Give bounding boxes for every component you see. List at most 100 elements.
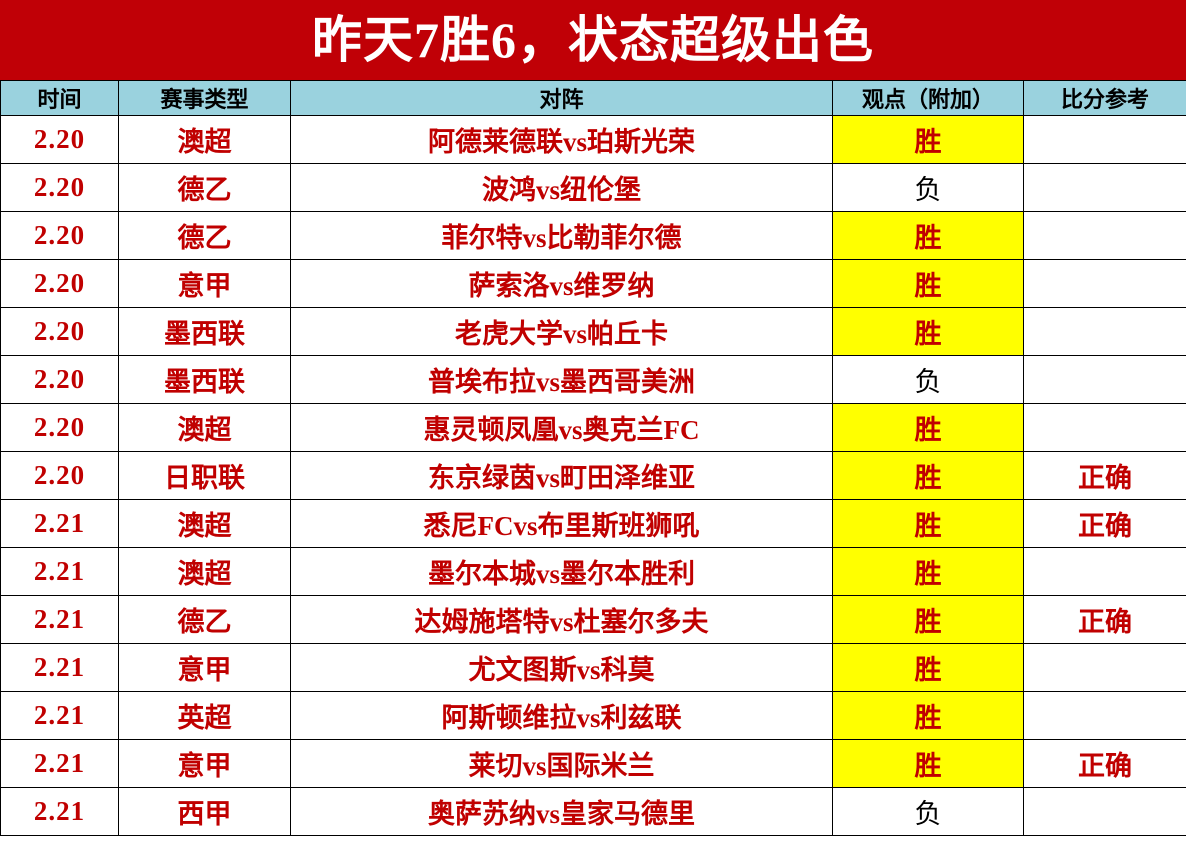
cell-league: 澳超 [118, 499, 291, 548]
cell-time: 2.20 [0, 451, 119, 500]
table-row: 2.21 英超 阿斯顿维拉vs利兹联胜 [0, 691, 1186, 740]
cell-view: 胜 [832, 547, 1024, 596]
cell-time: 2.21 [0, 499, 119, 548]
cell-view: 胜 [832, 499, 1024, 548]
cell-score [1023, 307, 1186, 356]
cell-view: 负 [832, 355, 1024, 404]
table-row: 2.20 意甲 萨索洛vs维罗纳胜 [0, 259, 1186, 308]
title-banner: 昨天7胜6，状态超级出色 [0, 0, 1186, 80]
table-row: 2.20 德乙 波鸿vs纽伦堡负 [0, 163, 1186, 212]
cell-match: 阿斯顿维拉vs利兹联 [290, 691, 833, 740]
cell-score: 正确 [1023, 739, 1186, 788]
cell-time: 2.21 [0, 691, 119, 740]
table-row: 2.21 意甲 莱切vs国际米兰胜正确 [0, 739, 1186, 788]
cell-view: 胜 [832, 451, 1024, 500]
cell-league: 意甲 [118, 259, 291, 308]
cell-score [1023, 163, 1186, 212]
table-row: 2.20 墨西联 普埃布拉vs墨西哥美洲负 [0, 355, 1186, 404]
table-row: 2.20 澳超 惠灵顿凤凰vs奥克兰FC 胜 [0, 403, 1186, 452]
cell-league: 意甲 [118, 643, 291, 692]
column-header-league: 赛事类型 [118, 80, 291, 116]
cell-match: 惠灵顿凤凰vs奥克兰FC [290, 403, 833, 452]
column-header-time: 时间 [0, 80, 119, 116]
cell-view: 胜 [832, 595, 1024, 644]
column-header-match: 对阵 [290, 80, 833, 116]
cell-time: 2.20 [0, 115, 119, 164]
cell-league: 澳超 [118, 115, 291, 164]
table-row: 2.21 澳超 悉尼FCvs布里斯班狮吼胜正确 [0, 499, 1186, 548]
cell-score: 正确 [1023, 451, 1186, 500]
cell-view: 胜 [832, 307, 1024, 356]
column-header-view: 观点（附加） [832, 80, 1024, 116]
cell-view: 负 [832, 787, 1024, 836]
cell-match: 奥萨苏纳vs皇家马德里 [290, 787, 833, 836]
cell-match: 阿德莱德联vs珀斯光荣 [290, 115, 833, 164]
cell-score [1023, 355, 1186, 404]
cell-league: 西甲 [118, 787, 291, 836]
cell-view: 负 [832, 163, 1024, 212]
cell-league: 墨西联 [118, 307, 291, 356]
cell-view: 胜 [832, 643, 1024, 692]
cell-view: 胜 [832, 211, 1024, 260]
cell-time: 2.20 [0, 307, 119, 356]
cell-league: 墨西联 [118, 355, 291, 404]
cell-score [1023, 787, 1186, 836]
cell-match: 悉尼FCvs布里斯班狮吼 [290, 499, 833, 548]
cell-score [1023, 403, 1186, 452]
cell-league: 澳超 [118, 547, 291, 596]
table-header-row: 时间 赛事类型 对阵 观点（附加） 比分参考 [0, 80, 1186, 116]
cell-league: 德乙 [118, 595, 291, 644]
cell-time: 2.21 [0, 643, 119, 692]
table-row: 2.20 墨西联 老虎大学vs帕丘卡胜 [0, 307, 1186, 356]
cell-league: 澳超 [118, 403, 291, 452]
cell-match: 普埃布拉vs墨西哥美洲 [290, 355, 833, 404]
cell-match: 波鸿vs纽伦堡 [290, 163, 833, 212]
cell-view: 胜 [832, 259, 1024, 308]
cell-match: 达姆施塔特vs杜塞尔多夫 [290, 595, 833, 644]
table-row: 2.21 西甲 奥萨苏纳vs皇家马德里负 [0, 787, 1186, 836]
table-row: 2.21 澳超 墨尔本城vs墨尔本胜利胜 [0, 547, 1186, 596]
cell-league: 英超 [118, 691, 291, 740]
cell-score [1023, 211, 1186, 260]
cell-match: 莱切vs国际米兰 [290, 739, 833, 788]
cell-view: 胜 [832, 403, 1024, 452]
cell-league: 德乙 [118, 163, 291, 212]
cell-score: 正确 [1023, 499, 1186, 548]
cell-time: 2.20 [0, 163, 119, 212]
match-predictions-table: 时间 赛事类型 对阵 观点（附加） 比分参考 2.20 澳超 阿德莱德联vs珀斯光荣… [0, 80, 1186, 836]
cell-time: 2.20 [0, 259, 119, 308]
cell-score [1023, 691, 1186, 740]
cell-score [1023, 643, 1186, 692]
cell-time: 2.21 [0, 787, 119, 836]
page-title: 昨天7胜6，状态超级出色 [312, 12, 874, 68]
cell-time: 2.20 [0, 211, 119, 260]
cell-time: 2.20 [0, 355, 119, 404]
cell-match: 尤文图斯vs科莫 [290, 643, 833, 692]
cell-view: 胜 [832, 691, 1024, 740]
column-header-score: 比分参考 [1023, 80, 1186, 116]
cell-time: 2.21 [0, 739, 119, 788]
cell-score: 正确 [1023, 595, 1186, 644]
cell-time: 2.20 [0, 403, 119, 452]
table-row: 2.20 日职联 东京绿茵vs町田泽维亚胜正确 [0, 451, 1186, 500]
cell-league: 意甲 [118, 739, 291, 788]
cell-match: 老虎大学vs帕丘卡 [290, 307, 833, 356]
cell-league: 日职联 [118, 451, 291, 500]
cell-league: 德乙 [118, 211, 291, 260]
cell-match: 东京绿茵vs町田泽维亚 [290, 451, 833, 500]
cell-view: 胜 [832, 115, 1024, 164]
cell-time: 2.21 [0, 547, 119, 596]
cell-match: 墨尔本城vs墨尔本胜利 [290, 547, 833, 596]
table-row: 2.20 澳超 阿德莱德联vs珀斯光荣胜 [0, 115, 1186, 164]
table-row: 2.21 意甲 尤文图斯vs科莫胜 [0, 643, 1186, 692]
cell-match: 萨索洛vs维罗纳 [290, 259, 833, 308]
cell-score [1023, 547, 1186, 596]
cell-score [1023, 259, 1186, 308]
table-row: 2.20 德乙 菲尔特vs比勒菲尔德胜 [0, 211, 1186, 260]
cell-time: 2.21 [0, 595, 119, 644]
table-body: 2.20 澳超 阿德莱德联vs珀斯光荣胜 2.20 德乙 波鸿vs纽伦堡负 2.20 德乙 菲尔… [0, 115, 1186, 836]
cell-match: 菲尔特vs比勒菲尔德 [290, 211, 833, 260]
cell-score [1023, 115, 1186, 164]
table-row: 2.21 德乙 达姆施塔特vs杜塞尔多夫胜正确 [0, 595, 1186, 644]
